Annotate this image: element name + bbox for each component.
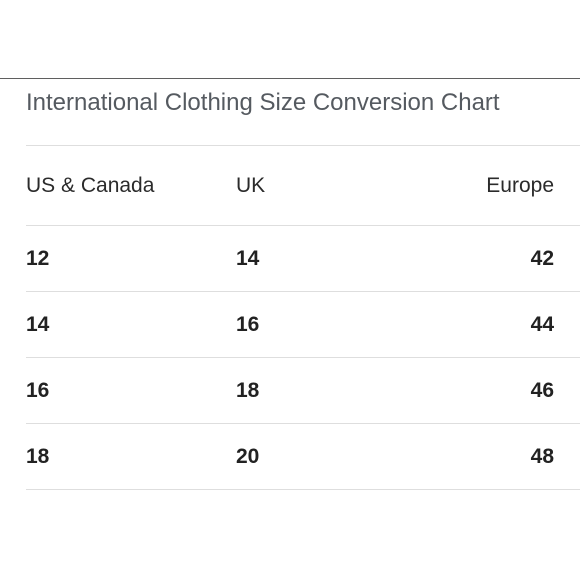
top-divider xyxy=(0,78,580,79)
table-row: 16 18 46 xyxy=(26,358,580,424)
page-title: International Clothing Size Conversion C… xyxy=(26,89,500,116)
cell-us-canada: 14 xyxy=(26,312,50,336)
cell-europe: 42 xyxy=(530,246,554,270)
cell-us-canada: 18 xyxy=(26,444,50,468)
cell-europe: 48 xyxy=(530,444,554,468)
table-row: 18 20 48 xyxy=(26,424,580,490)
column-header-uk: UK xyxy=(236,173,266,197)
cell-uk: 14 xyxy=(236,246,260,270)
cell-us-canada: 12 xyxy=(26,246,50,270)
size-conversion-table: US & Canada UK Europe 12 14 42 14 16 44 … xyxy=(26,145,580,490)
cell-europe: 46 xyxy=(530,378,554,402)
cell-us-canada: 16 xyxy=(26,378,50,402)
cell-uk: 18 xyxy=(236,378,260,402)
column-header-europe: Europe xyxy=(486,173,554,197)
cell-uk: 20 xyxy=(236,444,260,468)
table-header-row: US & Canada UK Europe xyxy=(26,145,580,226)
table-row: 14 16 44 xyxy=(26,292,580,358)
cell-uk: 16 xyxy=(236,312,260,336)
cell-europe: 44 xyxy=(530,312,554,336)
table-row: 12 14 42 xyxy=(26,226,580,292)
column-header-us-canada: US & Canada xyxy=(26,173,155,197)
